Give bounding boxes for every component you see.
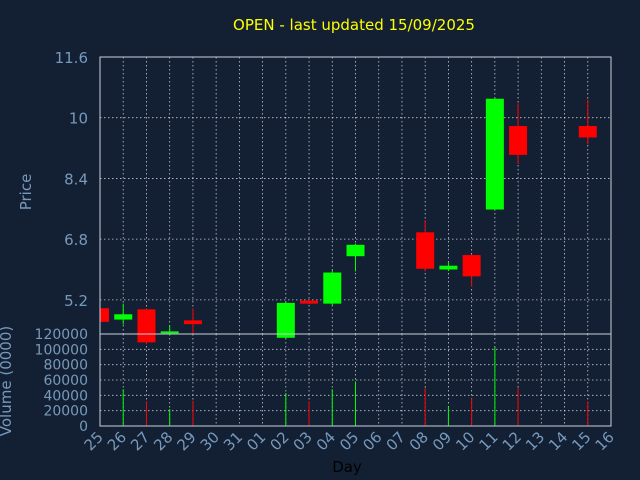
volume-panel-frame — [99, 333, 612, 427]
candle-25 — [99, 305, 109, 323]
candle-body — [300, 300, 319, 304]
candle-body — [183, 320, 202, 325]
candle-body — [462, 255, 481, 277]
candle-body — [160, 331, 179, 334]
candle-body — [323, 272, 342, 304]
volume-tick-label: 120000 — [35, 327, 88, 343]
candle-body — [485, 98, 504, 210]
candle-body — [346, 244, 365, 257]
candle-02 — [276, 301, 295, 339]
candle-09 — [439, 262, 458, 272]
candle-27 — [137, 308, 156, 345]
volume-axis-label: Volume (0000) — [0, 326, 15, 436]
volume-tick-label: 80000 — [43, 358, 88, 374]
volume-tick-label: 40000 — [43, 388, 88, 404]
candles — [99, 97, 597, 345]
candle-body — [114, 314, 133, 320]
volume-tick-label: 100000 — [35, 342, 88, 358]
volume-bars — [122, 347, 589, 426]
price-panel-frame — [99, 56, 612, 335]
price-gridlines — [99, 56, 612, 334]
candle-05 — [346, 243, 365, 272]
price-tick-label: 10 — [69, 110, 88, 128]
candle-29 — [183, 308, 202, 334]
price-axis-label: Price — [17, 174, 35, 211]
volume-tick-label: 20000 — [43, 404, 88, 420]
x-axis-label: Day — [332, 458, 362, 476]
volume-tick-label: 0 — [79, 419, 88, 435]
price-tick-label: 11.6 — [55, 49, 88, 67]
candle-08 — [416, 220, 435, 272]
candle-body — [439, 265, 458, 270]
price-tick-label: 8.4 — [64, 170, 88, 188]
candle-body — [578, 126, 597, 138]
chart-title: OPEN - last updated 15/09/2025 — [233, 16, 475, 34]
candle-04 — [323, 270, 342, 306]
candle-body — [137, 309, 156, 343]
price-tick-label: 6.8 — [64, 231, 88, 249]
price-tick-labels: 5.2 6.8 8.4 10 11.6 — [55, 49, 88, 310]
volume-tick-label: 60000 — [43, 373, 88, 389]
x-tick-label: 16 — [592, 428, 618, 454]
candle-11 — [485, 97, 504, 211]
candle-body — [416, 232, 435, 269]
candle-15 — [578, 99, 597, 145]
x-tick-labels: 2526272829303101020304050607080910111213… — [81, 428, 618, 454]
candle-26 — [114, 303, 133, 325]
candle-10 — [462, 254, 481, 287]
candle-12 — [509, 103, 528, 165]
candle-body — [276, 302, 295, 338]
candle-body — [100, 308, 109, 322]
candle-03 — [300, 299, 319, 305]
price-tick-label: 5.2 — [64, 292, 88, 310]
candle-body — [509, 126, 528, 155]
